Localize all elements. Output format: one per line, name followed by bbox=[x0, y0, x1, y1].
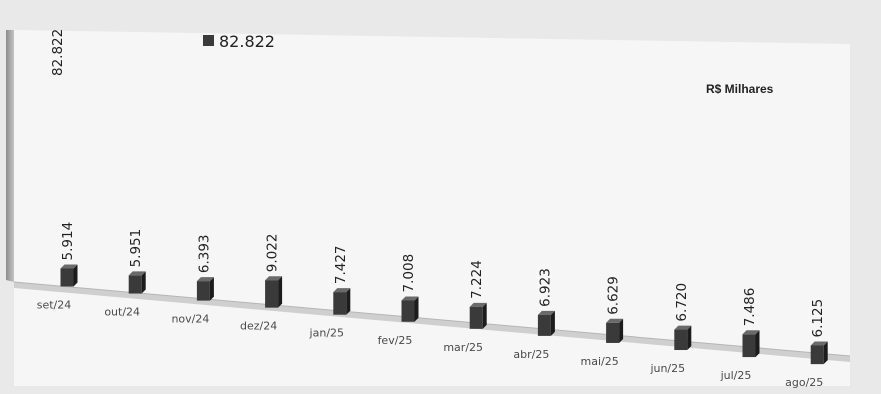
legend: 82.822 bbox=[203, 32, 275, 51]
bar-top bbox=[537, 310, 555, 315]
bar-top bbox=[401, 296, 419, 301]
bar-jun-25 bbox=[674, 329, 688, 351]
legend-swatch bbox=[203, 35, 214, 46]
x-tick-label: abr/25 bbox=[513, 348, 549, 361]
value-label: 9.022 bbox=[265, 234, 281, 273]
bar-top bbox=[469, 302, 487, 307]
x-tick-label: dez/24 bbox=[240, 320, 277, 333]
bar-side bbox=[619, 318, 624, 343]
bar-ago-25 bbox=[810, 345, 824, 365]
x-tick-label: jan/25 bbox=[309, 327, 344, 340]
value-label: 6.125 bbox=[810, 299, 826, 338]
bar-side bbox=[278, 276, 283, 308]
bar-side bbox=[823, 341, 828, 365]
bar-side bbox=[550, 310, 555, 336]
value-label: 5.914 bbox=[60, 222, 76, 261]
bar-nov-24 bbox=[196, 281, 210, 301]
bar-dez-24 bbox=[265, 280, 279, 308]
x-tick-label: set/24 bbox=[37, 298, 72, 311]
value-label: 7.486 bbox=[742, 288, 758, 327]
total-value-label: 82.822 bbox=[50, 29, 66, 76]
value-label: 7.224 bbox=[469, 260, 485, 299]
x-tick-label: mar/25 bbox=[443, 341, 483, 354]
bar-top bbox=[674, 325, 692, 330]
bar-mar-25 bbox=[469, 306, 483, 329]
x-tick-label: fev/25 bbox=[378, 334, 413, 347]
value-label: 7.008 bbox=[401, 254, 417, 293]
bar-side bbox=[482, 302, 487, 329]
bar-fev-25 bbox=[401, 300, 415, 322]
plot-area bbox=[14, 30, 850, 386]
value-label: 6.629 bbox=[606, 276, 622, 315]
bar-top bbox=[333, 288, 351, 293]
bar-top bbox=[742, 330, 760, 335]
value-label: 5.951 bbox=[128, 229, 144, 268]
bar-side bbox=[346, 288, 351, 315]
bar-top bbox=[128, 271, 146, 276]
bar-side bbox=[141, 271, 146, 294]
legend-value: 82.822 bbox=[219, 32, 275, 51]
unit-label: R$ Milhares bbox=[706, 82, 774, 96]
bars-layer bbox=[60, 264, 828, 365]
x-tick-label: ago/25 bbox=[785, 376, 823, 389]
bar-abr-25 bbox=[537, 314, 551, 336]
bar-top bbox=[606, 318, 624, 323]
x-tick-labels-layer: set/24 out/24 nov/24 dez/24 jan/25 fev/25 mar/… bbox=[37, 298, 824, 389]
x-tick-label: nov/24 bbox=[171, 313, 209, 326]
bar-out-24 bbox=[128, 275, 142, 294]
bar-top bbox=[265, 276, 283, 281]
bar-side bbox=[209, 277, 214, 301]
x-tick-label: jun/25 bbox=[649, 362, 685, 375]
bar-side bbox=[687, 325, 692, 351]
x-tick-label: out/24 bbox=[104, 306, 140, 319]
value-label: 6.720 bbox=[674, 283, 690, 322]
bar-top bbox=[196, 277, 214, 282]
value-label: 7.427 bbox=[333, 245, 349, 284]
y-axis-wall bbox=[6, 30, 14, 282]
value-label: 6.923 bbox=[537, 268, 553, 307]
bar-side bbox=[73, 264, 78, 287]
x-axis-line bbox=[13, 281, 851, 357]
x-axis-floor bbox=[14, 282, 850, 362]
x-tick-label: jul/25 bbox=[720, 369, 752, 382]
bar-top bbox=[810, 341, 828, 346]
bar-top bbox=[60, 264, 78, 269]
bar-set-24 bbox=[60, 268, 74, 287]
value-labels-layer: 5.914 5.951 6.393 9.022 7.427 7.008 7.224 6.923… bbox=[60, 222, 826, 338]
bar-jan-25 bbox=[333, 292, 347, 315]
bar-side bbox=[755, 330, 760, 358]
bar-side bbox=[414, 296, 419, 322]
value-label: 6.393 bbox=[196, 234, 212, 273]
x-tick-label: mai/25 bbox=[580, 355, 618, 368]
bar-mai-25 bbox=[606, 322, 620, 343]
bar-jul-25 bbox=[742, 334, 756, 358]
